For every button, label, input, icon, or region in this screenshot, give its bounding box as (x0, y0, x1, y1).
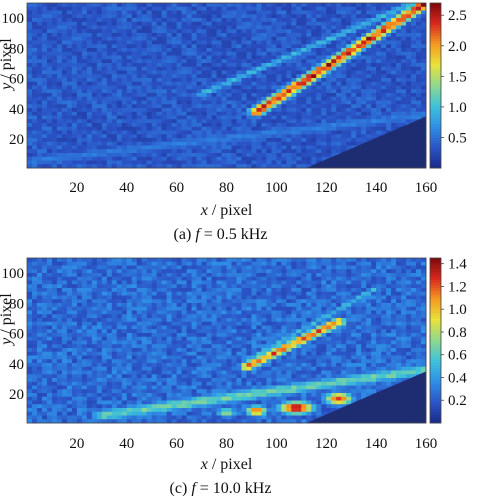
y-axis-label: y / pixel (0, 293, 15, 347)
x-tick-label: 140 (365, 180, 388, 196)
chart-panel-1: 20 40 60 80 100 120 140 160 20 40 60 80 100 x / pixel… (0, 257, 467, 496)
x-tick-label: 100 (265, 436, 288, 452)
x-tick-label: 80 (219, 180, 234, 196)
y-tick-label: 40 (9, 102, 24, 118)
colorbar-tick-label: 1.2 (448, 279, 467, 295)
x-tick-label: 20 (69, 436, 84, 452)
plot-frame-1 (26, 257, 427, 424)
y-tick-label: 20 (9, 387, 24, 403)
x-axis-label: x / pixel (200, 202, 253, 219)
x-axis-label: x / pixel (200, 456, 253, 473)
x-tick-label: 100 (265, 180, 288, 196)
colorbar-tick-label: 0.2 (448, 393, 467, 409)
x-tick-label: 120 (315, 180, 338, 196)
panel-caption: (a) f = 0.5 kHz (174, 226, 268, 243)
y-tick-label: 100 (2, 266, 25, 282)
x-tick-label: 40 (119, 436, 134, 452)
colorbar-tick-label: 1.0 (448, 100, 467, 116)
y-tick-label: 20 (9, 132, 24, 148)
y-tick-label: 60 (9, 327, 24, 343)
colorbar-tick-label: 1.0 (448, 302, 467, 318)
plot-frame-0 (26, 2, 427, 169)
x-tick-label: 60 (169, 180, 184, 196)
y-tick-label: 100 (2, 11, 25, 27)
y-tick-label: 80 (9, 296, 24, 312)
y-axis-label: y / pixel (0, 38, 15, 92)
colorbar-tick-label: 1.4 (448, 257, 467, 273)
colorbar-tick-label: 1.5 (448, 69, 467, 85)
colorbar-tick-label: 0.6 (448, 348, 467, 364)
x-tick-label: 20 (69, 180, 84, 196)
y-tick-label: 60 (9, 72, 24, 88)
x-tick-label: 80 (219, 436, 234, 452)
chart-panel-0: 20 40 60 80 100 120 140 160 20 40 60 80 100 x / pixel… (0, 2, 467, 243)
x-tick-label: 40 (119, 180, 134, 196)
colorbar-1: 0.2 0.4 0.6 0.8 1.0 1.2 1.4 (429, 257, 467, 424)
masked-region-1 (306, 371, 426, 423)
colorbar-tick-label: 0.5 (448, 130, 467, 146)
colorbar-tick-label: 0.4 (448, 370, 467, 386)
colorbar-tick-label: 2.5 (448, 8, 467, 24)
colorbar-0: 0.5 1.0 1.5 2.0 2.5 (429, 2, 467, 169)
panel-caption: (c) f = 10.0 kHz (170, 480, 272, 496)
y-tick-label: 40 (9, 357, 24, 373)
y-tick-label: 80 (9, 41, 24, 57)
colorbar-tick-label: 2.0 (448, 39, 467, 55)
x-tick-label: 140 (365, 436, 388, 452)
x-tick-label: 60 (169, 436, 184, 452)
colorbar-tick-label: 0.8 (448, 325, 467, 341)
heatmap-field-1 (27, 258, 427, 424)
x-tick-label: 160 (415, 436, 438, 452)
masked-region-0 (306, 116, 426, 168)
x-tick-label: 120 (315, 436, 338, 452)
x-tick-label: 160 (415, 180, 438, 196)
heatmap-field-0 (27, 3, 427, 169)
